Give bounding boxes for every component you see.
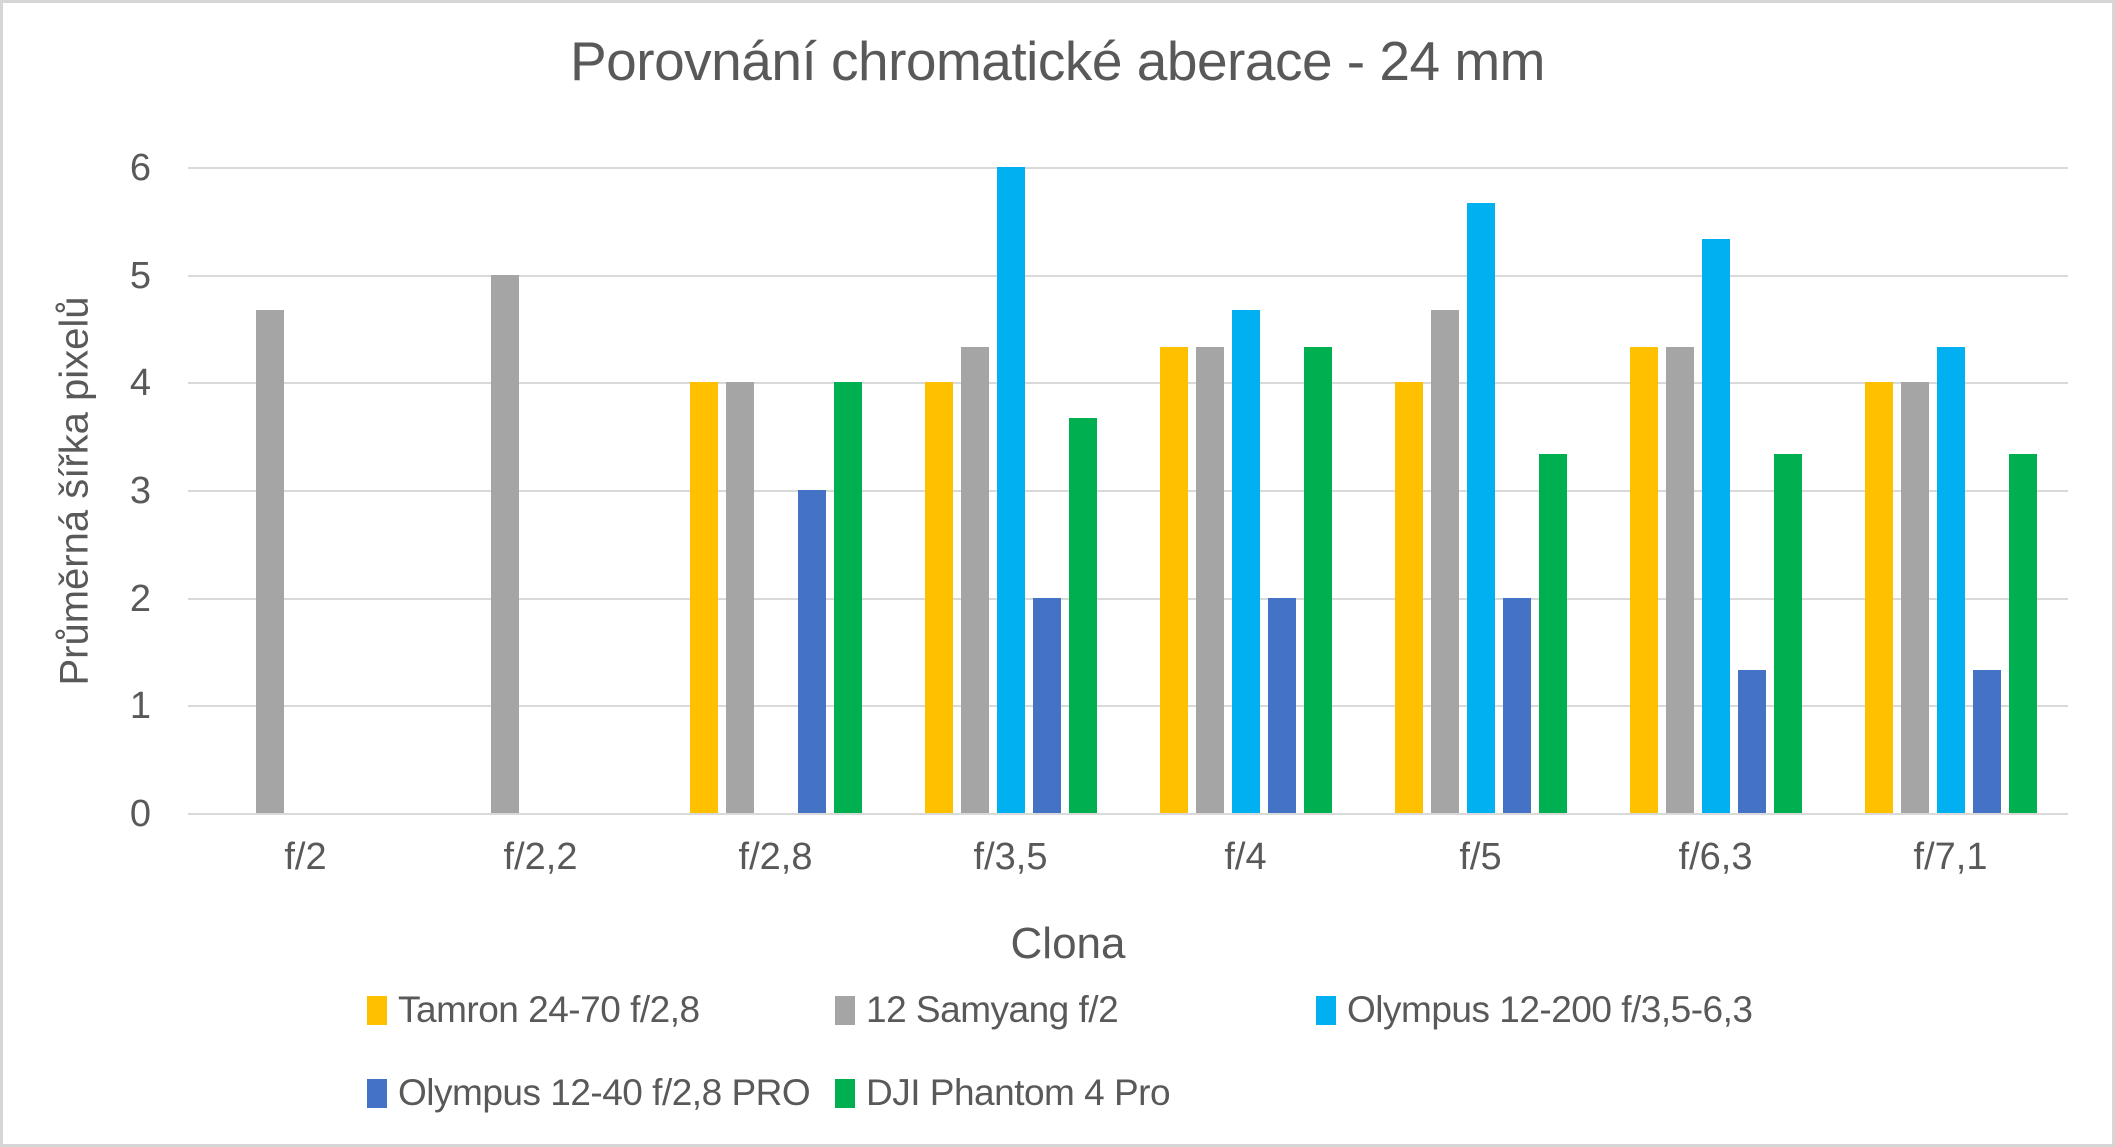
bar	[1159, 346, 1188, 813]
x-category-label: f/2,2	[503, 836, 578, 878]
gridline	[188, 382, 2068, 385]
bar	[1466, 202, 1495, 813]
bar	[1538, 454, 1567, 813]
x-category-label: f/4	[1224, 836, 1267, 878]
legend-swatch	[835, 995, 855, 1025]
legend-label: Olympus 12-200 f/3,5-6,3	[1347, 989, 1753, 1030]
x-category-label: f/3,5	[973, 836, 1048, 878]
gridline	[188, 813, 2068, 815]
bar	[1629, 346, 1658, 813]
bar	[689, 382, 718, 813]
gridline	[188, 597, 2068, 600]
legend-item: 12 Samyang f/2	[835, 988, 1119, 1032]
x-axis-title: Clona	[1010, 919, 1126, 968]
legend-label: 12 Samyang f/2	[866, 989, 1119, 1030]
bar	[1773, 454, 1802, 813]
x-category-label: f/2	[284, 836, 327, 878]
legend-swatch	[835, 1078, 855, 1108]
bar	[1936, 346, 1965, 813]
bar	[960, 346, 989, 813]
plot-area	[188, 167, 2068, 815]
bar	[1231, 310, 1260, 813]
bar	[1864, 382, 1893, 813]
x-category-label: f/7,1	[1913, 836, 1988, 878]
gridline	[188, 167, 2068, 169]
y-tick-label: 0	[129, 793, 151, 835]
bar	[1267, 597, 1296, 813]
bar	[1701, 239, 1730, 813]
bar	[1665, 346, 1694, 813]
bar	[1737, 669, 1766, 813]
bar	[1195, 346, 1224, 813]
bar	[255, 310, 284, 813]
legend-item: Olympus 12-40 f/2,8 PRO	[367, 1071, 811, 1115]
x-category-label: f/2,8	[738, 836, 813, 878]
legend-label: Tamron 24-70 f/2,8	[398, 989, 700, 1030]
y-tick-label: 4	[129, 362, 151, 405]
legend-swatch	[367, 1078, 387, 1108]
y-tick-label: 1	[129, 685, 151, 728]
bar	[1430, 310, 1459, 813]
legend-item: Tamron 24-70 f/2,8	[367, 988, 700, 1032]
y-tick-label: 3	[129, 470, 151, 512]
bar	[797, 490, 826, 813]
bar	[1303, 346, 1332, 813]
bar	[1394, 382, 1423, 813]
bar	[1032, 597, 1061, 813]
bar	[1972, 669, 2001, 813]
x-category-label: f/5	[1459, 836, 1502, 878]
y-tick-label: 5	[129, 254, 151, 297]
gridline	[188, 274, 2068, 277]
y-tick-label: 2	[129, 577, 151, 620]
y-tick-label: 6	[129, 147, 151, 189]
legend-label: DJI Phantom 4 Pro	[866, 1072, 1171, 1113]
legend-swatch	[1316, 995, 1336, 1025]
bar	[1068, 417, 1097, 813]
bar	[833, 382, 862, 813]
legend-swatch	[367, 995, 387, 1025]
gridline	[188, 705, 2068, 708]
legend-item: DJI Phantom 4 Pro	[835, 1071, 1171, 1115]
gridline	[188, 490, 2068, 492]
bar	[490, 274, 519, 813]
bar	[924, 382, 953, 813]
bar	[2008, 454, 2037, 813]
bar	[1900, 382, 1929, 813]
chart-title: Porovnání chromatické aberace - 24 mm	[570, 30, 1546, 92]
legend-label: Olympus 12-40 f/2,8 PRO	[398, 1072, 811, 1113]
x-category-label: f/6,3	[1678, 836, 1753, 878]
bar	[1502, 597, 1531, 813]
legend-item: Olympus 12-200 f/3,5-6,3	[1316, 988, 1753, 1032]
bar	[725, 382, 754, 813]
bar	[996, 167, 1025, 813]
